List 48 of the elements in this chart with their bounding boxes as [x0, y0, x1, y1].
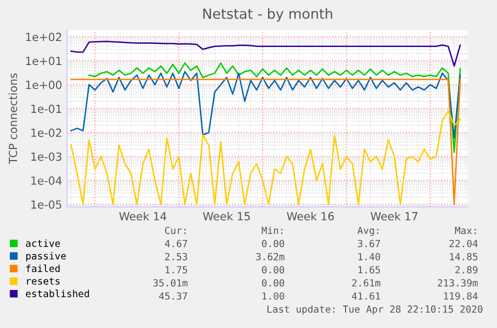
- text: Max:: [455, 226, 476, 234]
- y-tick-label: 1e-04: [31, 176, 62, 185]
- x-tick-label: Week 16: [286, 212, 334, 220]
- line-series: [88, 62, 461, 153]
- legend-label: passive: [26, 252, 66, 262]
- text: Cur:: [165, 226, 186, 234]
- text: Avg:: [357, 226, 378, 236]
- text: 1.75: [166, 266, 188, 274]
- text: 1.65: [358, 266, 380, 274]
- y-tick-label: 1e-03: [31, 152, 62, 161]
- text: 213.39m: [438, 279, 478, 287]
- line-series: [70, 110, 461, 206]
- y-tick-label: 1e+02: [26, 32, 62, 42]
- text: 1.00: [262, 292, 284, 300]
- text: 45.37: [159, 292, 188, 300]
- text: 0.00: [262, 279, 284, 287]
- text: 35.01m: [153, 279, 188, 287]
- text: 41.61: [352, 292, 380, 300]
- y-axis-title: TCP connections: [8, 73, 18, 164]
- text: 1.40: [358, 252, 380, 260]
- legend-label: resets: [27, 278, 60, 285]
- text: 0.00: [262, 240, 284, 248]
- text: 119.84: [444, 292, 478, 300]
- text: 2.61m: [352, 279, 380, 287]
- line-series: [70, 40, 461, 67]
- text: Min:: [262, 226, 282, 234]
- y-tick-label: 1e-01: [31, 104, 62, 113]
- legend-label: failed: [26, 264, 60, 272]
- x-tick-label: Week 15: [203, 212, 250, 220]
- legend-label: active: [26, 239, 60, 247]
- x-tick-label: Week 14: [119, 212, 166, 220]
- y-tick-label: 1e+00: [26, 80, 62, 90]
- line-series: [70, 70, 461, 139]
- y-tick-label: 1e+01: [26, 56, 62, 66]
- text: Last update: Tue Apr 28 22:10:15 2020: [268, 305, 482, 315]
- chart-title: Netstat - by month: [203, 8, 332, 22]
- text: 3.67: [358, 240, 380, 248]
- legend-label: established: [26, 290, 89, 298]
- text: 22.04: [450, 240, 478, 248]
- text: 0.00: [262, 266, 284, 274]
- y-tick-label: 1e-05: [31, 200, 62, 209]
- text: 2.89: [455, 266, 478, 274]
- text: 2.53: [165, 252, 188, 260]
- y-tick-label: 1e-02: [31, 128, 62, 137]
- text: 14.85: [450, 252, 478, 260]
- text: 4.67: [164, 240, 188, 248]
- text: 3.62m: [256, 252, 284, 260]
- x-tick-label: Week 17: [370, 212, 418, 220]
